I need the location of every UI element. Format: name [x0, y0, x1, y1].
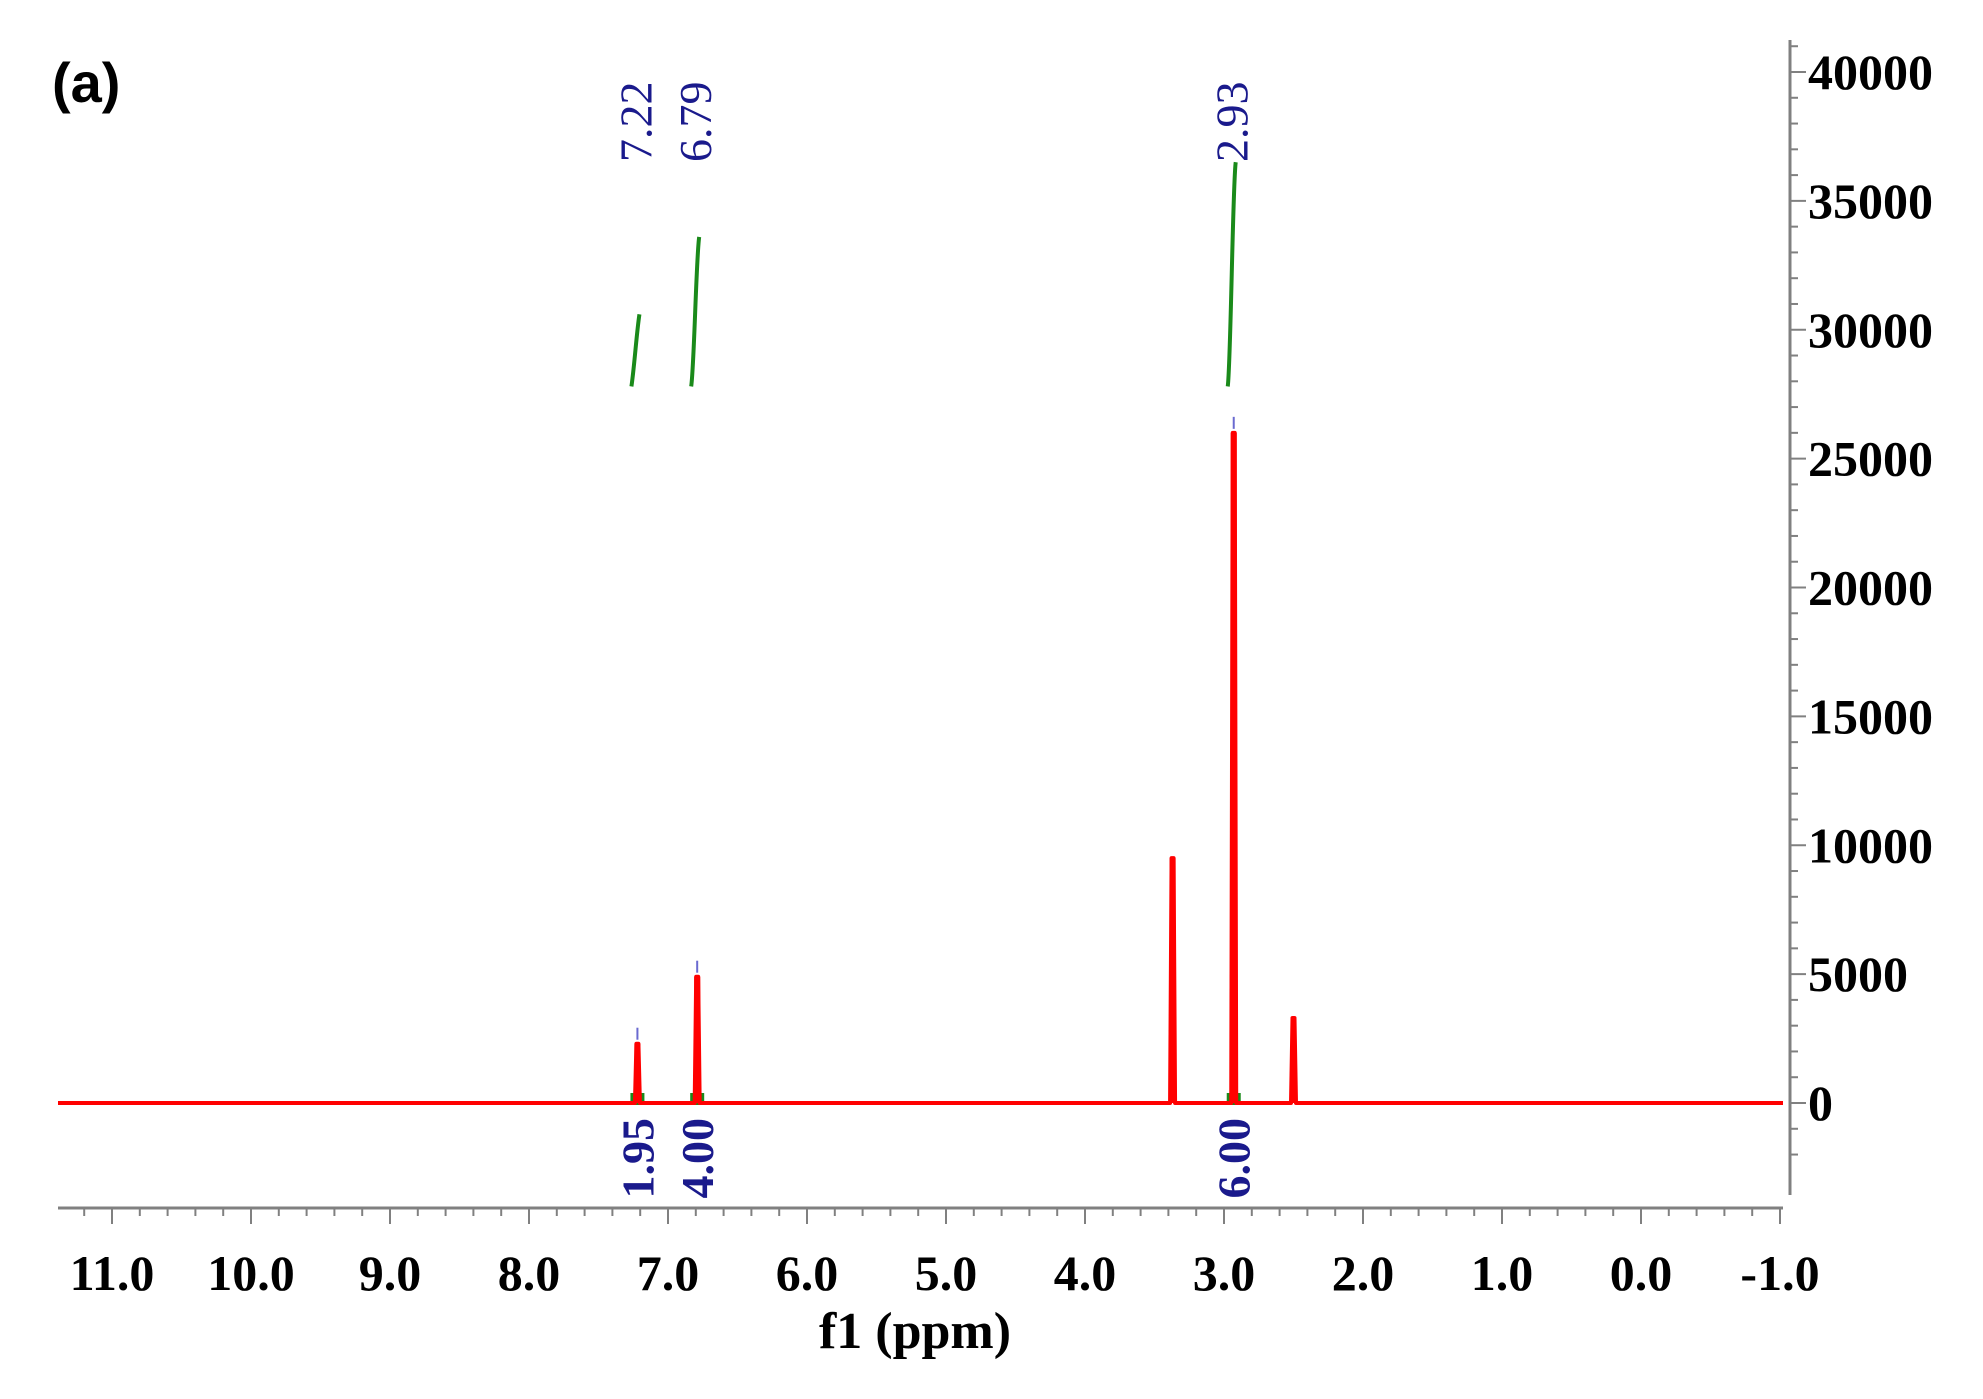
x-tick-label: 10.0 — [207, 1245, 295, 1301]
integral-curve — [689, 236, 702, 387]
peak-label: 7.22 — [610, 82, 661, 163]
x-tick-label: 1.0 — [1471, 1245, 1534, 1301]
x-axis: 11.0 10.0 9.0 8.0 7.0 6.0 5.0 4.0 3.0 2.0 1.0 0.0 -1… — [58, 1206, 1820, 1301]
integral-value: 4.00 — [672, 1118, 723, 1199]
x-tick-label: 2.0 — [1332, 1245, 1395, 1301]
y-axis: 40000 35000 30000 25000 20000 15000 10000 5000 0 — [1788, 40, 1933, 1195]
peak-label: 6.79 — [670, 82, 721, 163]
x-tick-label: 5.0 — [915, 1245, 978, 1301]
y-tick-label: 40000 — [1808, 44, 1933, 100]
integral-curve — [1225, 161, 1238, 387]
y-tick-label: 5000 — [1808, 946, 1908, 1002]
spectrum-line — [58, 430, 1783, 1105]
integral-value: 1.95 — [612, 1118, 663, 1199]
x-tick-label: 6.0 — [776, 1245, 839, 1301]
spectrum-layer — [58, 430, 1783, 1105]
x-tick-label: 7.0 — [637, 1245, 700, 1301]
panel-label: (a) — [52, 51, 120, 114]
integral-value: 6.00 — [1209, 1118, 1260, 1199]
integral-curve — [629, 313, 642, 387]
y-tick-label: 25000 — [1808, 431, 1933, 487]
x-tick-label: 3.0 — [1193, 1245, 1256, 1301]
y-tick-label: 35000 — [1808, 173, 1933, 229]
y-tick-label: 20000 — [1808, 560, 1933, 616]
peak-label: 2.93 — [1207, 82, 1258, 163]
integral-labels: 1.95 4.00 6.00 — [612, 1118, 1259, 1199]
y-tick-label: 0 — [1808, 1075, 1833, 1131]
x-tick-label: 8.0 — [498, 1245, 561, 1301]
x-tick-label: 4.0 — [1054, 1245, 1117, 1301]
y-tick-label: 15000 — [1808, 688, 1933, 744]
y-tick-label: 30000 — [1808, 302, 1933, 358]
peak-labels: 7.22 6.79 2.93 — [610, 82, 1258, 1040]
x-tick-label: 9.0 — [359, 1245, 422, 1301]
integral-curves — [629, 161, 1241, 1105]
x-tick-label: 0.0 — [1610, 1245, 1673, 1301]
x-tick-label: 11.0 — [70, 1245, 155, 1301]
x-axis-title: f1 (ppm) — [819, 1303, 1011, 1360]
y-tick-label: 10000 — [1808, 817, 1933, 873]
x-tick-label: -1.0 — [1740, 1245, 1819, 1301]
